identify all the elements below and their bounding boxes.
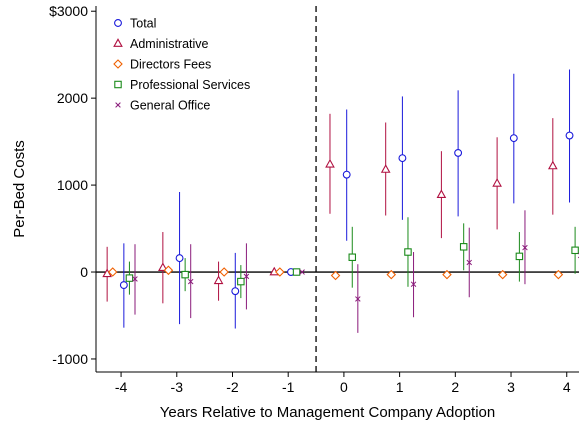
x-stroke [132, 276, 138, 282]
point-administrative [213, 275, 224, 285]
x-tick-label: -1 [282, 379, 295, 395]
series-professional-services [125, 217, 579, 299]
point-general-office [299, 269, 305, 275]
x-tick-label: 4 [563, 379, 571, 395]
legend-marker-total [114, 19, 122, 27]
point-professional-services [404, 248, 412, 256]
legend-label-administrative: Administrative [130, 37, 209, 51]
y-tick-label: -1000 [52, 351, 88, 367]
series-total [119, 69, 574, 329]
x-tick-label: -3 [171, 379, 184, 395]
x-stroke [355, 296, 361, 302]
x-tick-label: 1 [396, 379, 404, 395]
series-general-office [132, 210, 579, 333]
point-administrative [492, 178, 502, 187]
point-administrative [325, 158, 335, 168]
point-total [509, 134, 518, 143]
x-stroke [243, 273, 250, 280]
y-axis-title: Per-Bed Costs [11, 140, 28, 238]
point-total [565, 131, 574, 140]
point-general-office [187, 278, 194, 285]
point-professional-services [237, 277, 245, 286]
legend: Total Administrative Directors Fees Profess… [113, 17, 250, 113]
point-total [231, 287, 240, 296]
legend-item-directors-fees: Directors Fees [113, 58, 211, 72]
point-professional-services [459, 243, 468, 251]
point-professional-services [181, 270, 189, 279]
point-general-office [410, 281, 417, 287]
legend-item-professional-services: Professional Services [114, 78, 250, 92]
chart-marks [102, 69, 579, 333]
point-directors-fees [107, 267, 118, 277]
legend-label-total: Total [130, 17, 156, 31]
series-directors-fees [107, 265, 564, 281]
y-tick-label: 1000 [57, 177, 88, 193]
point-total [342, 170, 351, 179]
point-general-office [466, 259, 473, 266]
legend-item-total: Total [114, 17, 156, 31]
point-professional-services [515, 252, 524, 261]
point-professional-services [292, 268, 301, 276]
x-stroke [522, 244, 528, 251]
point-directors-fees [442, 269, 452, 280]
point-total [175, 254, 184, 263]
x-stroke [466, 259, 473, 266]
point-administrative [158, 262, 168, 272]
legend-label-professional-services: Professional Services [130, 78, 250, 92]
point-general-office [243, 273, 250, 280]
x-tick-label: -4 [115, 379, 128, 395]
x-tick-label: 2 [451, 379, 459, 395]
legend-marker-professional-services [114, 80, 122, 89]
point-administrative [547, 160, 558, 170]
point-directors-fees [219, 267, 229, 277]
point-professional-services [571, 246, 579, 255]
point-directors-fees [386, 269, 397, 280]
point-total [119, 281, 128, 290]
point-administrative [380, 164, 391, 173]
point-total [398, 154, 407, 163]
legend-item-administrative: Administrative [113, 37, 209, 51]
point-general-office [522, 244, 528, 251]
axes: -1000 0 1000 2000 $3000 -4 -3 -2 -1 0 1 2 3 4 [49, 3, 579, 395]
x-stroke [187, 278, 194, 285]
series-administrative [102, 113, 558, 304]
point-directors-fees [553, 269, 564, 280]
legend-marker-administrative [113, 38, 123, 47]
point-general-office [355, 296, 361, 302]
point-directors-fees [163, 265, 174, 276]
point-directors-fees [275, 267, 285, 277]
point-administrative [436, 189, 447, 199]
legend-marker-general-office [115, 102, 121, 108]
x-stroke [299, 269, 305, 275]
point-directors-fees [330, 270, 341, 281]
legend-label-directors-fees: Directors Fees [130, 58, 211, 72]
y-tick-label: 0 [80, 264, 88, 280]
legend-marker-directors-fees [113, 59, 123, 69]
x-tick-label: 3 [507, 379, 515, 395]
point-professional-services [125, 274, 134, 282]
point-total [454, 148, 463, 157]
y-tick-label: $3000 [49, 3, 88, 19]
legend-label-general-office: General Office [130, 99, 210, 113]
y-tick-label: 2000 [57, 90, 88, 106]
x-tick-label: 0 [340, 379, 348, 395]
point-professional-services [348, 253, 357, 261]
x-axis-title: Years Relative to Management Company Ado… [160, 404, 496, 421]
x-stroke [115, 102, 121, 108]
point-general-office [132, 276, 138, 282]
x-stroke [410, 281, 417, 287]
x-tick-label: -2 [226, 379, 239, 395]
legend-item-general-office: General Office [115, 99, 210, 113]
point-directors-fees [497, 269, 508, 280]
